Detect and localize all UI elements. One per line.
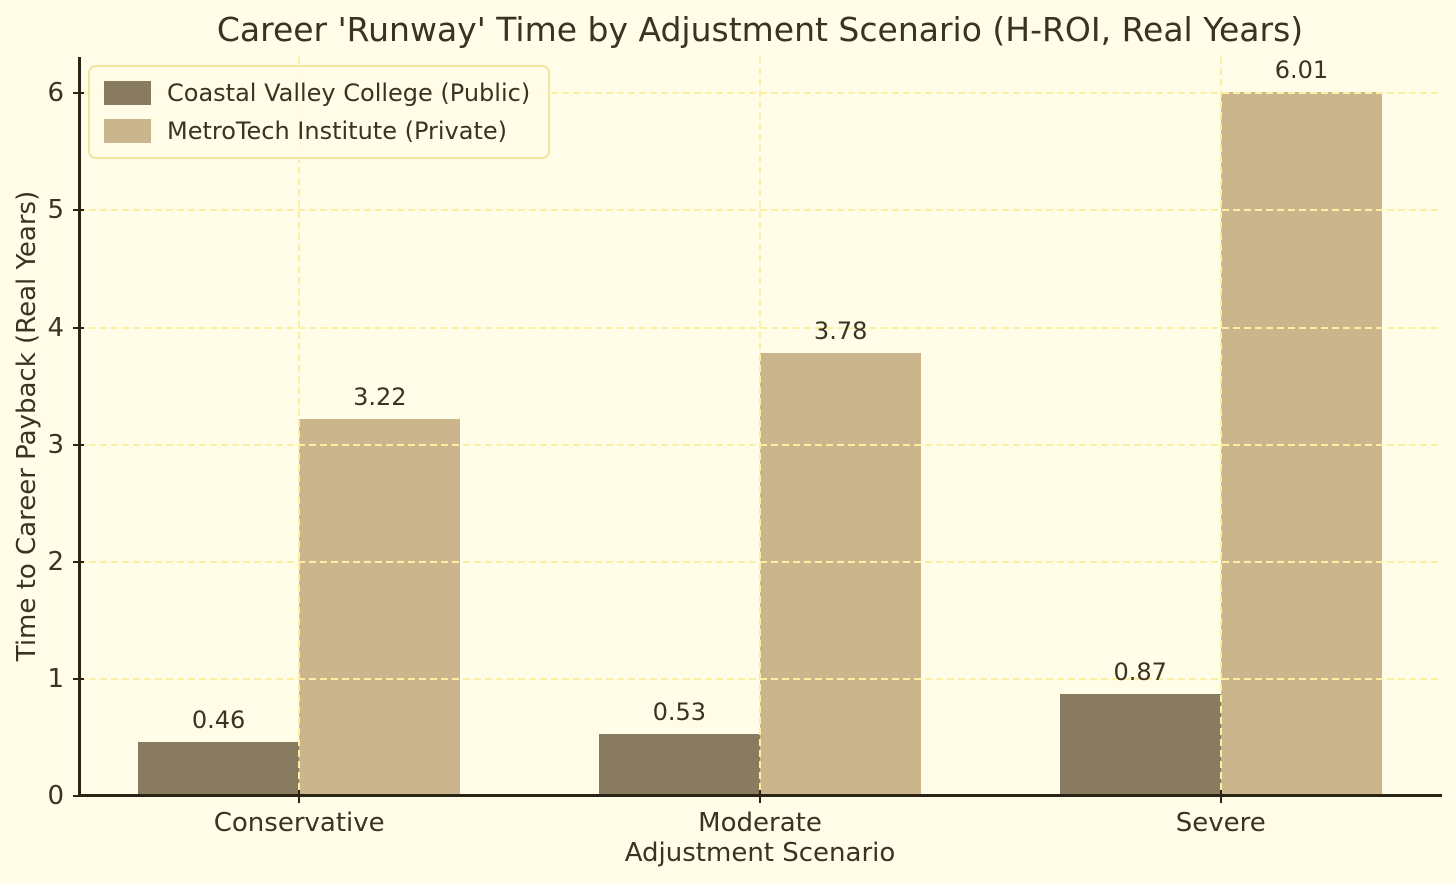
legend-swatch xyxy=(104,81,151,105)
y-tick-label: 4 xyxy=(47,312,64,343)
y-tick-mark xyxy=(73,677,84,680)
x-tick-mark xyxy=(298,790,301,803)
y-axis-label: Time to Career Payback (Real Years) xyxy=(12,190,42,662)
bar xyxy=(299,418,461,796)
legend-item: Coastal Valley College (Public) xyxy=(104,79,530,107)
bar-value-label: 3.22 xyxy=(353,382,407,411)
legend-swatch xyxy=(104,119,151,143)
y-tick-label: 3 xyxy=(47,429,64,460)
bar xyxy=(137,742,300,796)
y-axis-spine xyxy=(78,57,81,796)
plot-area: 0.46 0.53 0.87 3.22 3.78 6.01 0 1 2 3 4 5 6 Conserva… xyxy=(47,56,1442,838)
y-tick-label: 6 xyxy=(47,78,64,109)
bar-value-label: 6.01 xyxy=(1274,56,1329,85)
x-tick-mark xyxy=(1219,790,1222,803)
bar xyxy=(760,353,922,796)
x-tick-label: Moderate xyxy=(698,808,822,838)
x-tick-label: Conservative xyxy=(213,808,385,838)
legend-label: MetroTech Institute (Private) xyxy=(167,117,507,145)
bar xyxy=(598,733,760,796)
bar-value-label: 3.78 xyxy=(813,317,868,346)
v-gridline xyxy=(759,57,761,796)
legend: Coastal Valley College (Public) MetroTech… xyxy=(88,65,551,159)
v-gridline xyxy=(1219,57,1222,796)
y-tick-mark xyxy=(73,560,84,563)
y-tick-mark xyxy=(73,795,84,797)
bar-value-label: 0.46 xyxy=(191,706,246,735)
v-gridline xyxy=(298,57,301,796)
y-tick-mark xyxy=(73,209,84,212)
bar xyxy=(1059,694,1221,796)
legend-label: Coastal Valley College (Public) xyxy=(167,79,531,107)
bar-value-label: 0.53 xyxy=(652,697,707,726)
bar-value-label: 0.87 xyxy=(1113,658,1167,687)
y-tick-label: 1 xyxy=(47,663,64,694)
x-tick-label: Severe xyxy=(1175,808,1266,838)
x-tick-mark xyxy=(759,790,761,803)
y-tick-label: 0 xyxy=(47,781,64,811)
y-tick-mark xyxy=(73,92,84,95)
chart-title: Career 'Runway' Time by Adjustment Scena… xyxy=(216,10,1304,49)
y-tick-label: 5 xyxy=(47,195,64,226)
y-tick-mark xyxy=(73,443,84,446)
x-axis-label: Adjustment Scenario xyxy=(624,838,896,868)
y-tick-label: 2 xyxy=(47,546,64,577)
y-tick-mark xyxy=(73,326,84,329)
legend-item: MetroTech Institute (Private) xyxy=(104,117,530,145)
